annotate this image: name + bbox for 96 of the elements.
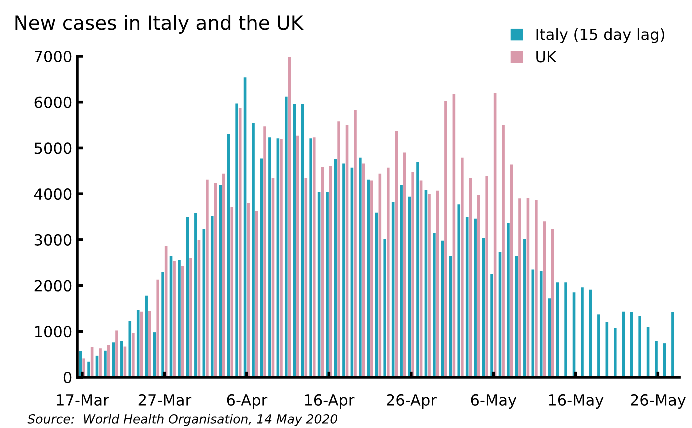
y-tick-label: 4000 (34, 188, 72, 200)
bar (236, 104, 238, 378)
x-tick-label: 6-May (471, 394, 517, 409)
y-tick-label: 6000 (34, 96, 72, 108)
bar (672, 312, 674, 378)
legend-label: Italy (15 day lag) (536, 28, 664, 44)
bar (120, 341, 124, 378)
bar (162, 272, 164, 378)
bar (622, 312, 626, 378)
bar (428, 194, 431, 378)
bar (412, 172, 414, 378)
bar (384, 239, 386, 378)
bar (321, 167, 324, 378)
x-tick-label: 27-Mar (138, 394, 192, 406)
bar (312, 138, 316, 378)
bar (416, 162, 420, 378)
bar (338, 122, 340, 378)
bar (524, 239, 526, 378)
bar (395, 131, 398, 378)
bar (156, 280, 160, 378)
bar (293, 104, 296, 378)
y-tick-label: 2000 (34, 280, 72, 292)
x-tick-label: 16-Apr (305, 394, 355, 409)
bar (210, 216, 214, 378)
bar (458, 204, 461, 378)
bar (342, 164, 346, 378)
bar (598, 314, 600, 378)
bar (359, 158, 362, 378)
bar (486, 176, 488, 378)
bar (375, 212, 378, 378)
bar (400, 185, 403, 378)
bar (304, 178, 308, 378)
bar (230, 207, 234, 378)
x-tick-label: 16-May (549, 394, 604, 409)
bar (490, 274, 494, 378)
bar (268, 138, 272, 378)
bar (535, 200, 538, 378)
x-tick-label: 17-Mar (57, 394, 110, 406)
bar (532, 270, 535, 378)
bar (173, 261, 176, 378)
legend-label: UK (536, 51, 557, 63)
bar (148, 311, 152, 378)
bar (99, 348, 102, 378)
bar (206, 180, 209, 378)
bar (104, 350, 107, 378)
bar (88, 362, 90, 378)
x-tick-label: 26-Apr (387, 394, 437, 409)
bar (581, 288, 584, 378)
bar (136, 310, 140, 378)
bar (614, 328, 617, 378)
bar (433, 233, 436, 378)
bar (450, 256, 452, 378)
bar (655, 341, 658, 378)
chart-title: New cases in Italy and the UK (16, 15, 304, 34)
bar (326, 192, 329, 378)
y-tick-label: 1000 (35, 326, 72, 338)
y-tick-label: 0 (64, 372, 72, 384)
bar (469, 178, 472, 378)
bar (370, 180, 374, 378)
bar (564, 282, 568, 378)
bar (222, 174, 226, 378)
bar (507, 222, 510, 378)
bar (638, 316, 642, 378)
bar (518, 198, 522, 378)
bar (444, 100, 448, 378)
bar (116, 330, 118, 378)
bar (285, 96, 288, 378)
bar (252, 122, 255, 378)
source-note: Source: World Health Organisation, 14 May 2020 (28, 414, 338, 426)
bar (132, 333, 135, 378)
bar (310, 138, 312, 378)
bar (502, 125, 505, 378)
bar (264, 126, 266, 378)
bar (128, 321, 132, 378)
y-tick-label: 5000 (34, 142, 72, 154)
bar (474, 218, 477, 378)
bar (219, 185, 222, 378)
bar (477, 195, 480, 378)
bar (280, 139, 283, 378)
bar (551, 229, 554, 378)
bar (190, 258, 192, 378)
bar (386, 168, 390, 378)
bar (194, 213, 198, 378)
bar (548, 298, 551, 378)
y-tick-label: 7000 (35, 50, 72, 63)
x-tick-label: 6-Apr (227, 394, 268, 409)
bar (354, 110, 357, 378)
bar (301, 104, 304, 378)
bar (461, 158, 464, 378)
bar (145, 296, 148, 378)
bar (247, 203, 250, 378)
bar (296, 136, 300, 378)
x-tick-label: 26-May (631, 394, 686, 409)
y-tick-label: 3000 (34, 234, 72, 246)
bar (178, 260, 181, 378)
bar (540, 271, 543, 378)
